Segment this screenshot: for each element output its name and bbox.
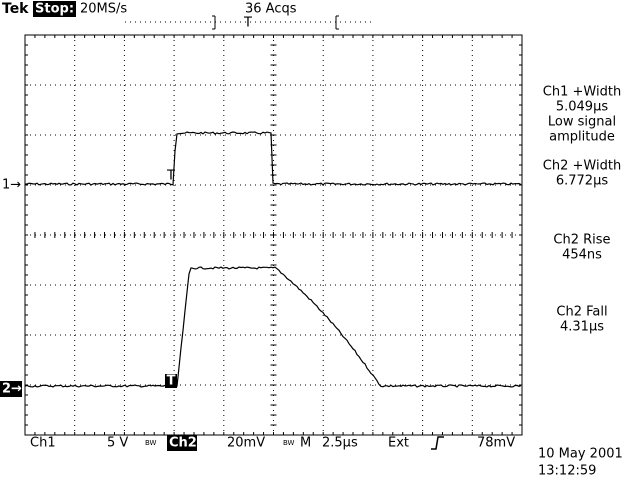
measurement-value: 6.772µs bbox=[556, 174, 608, 189]
ch1-bw: BW bbox=[145, 439, 157, 447]
time: 13:12:59 bbox=[538, 464, 596, 479]
measurement-label: Ch2 Rise bbox=[553, 233, 610, 248]
brand: Tek bbox=[2, 1, 29, 17]
grid bbox=[24, 34, 523, 436]
ch2-marker-box bbox=[0, 381, 22, 397]
measurement-label: Ch1 +Width bbox=[543, 85, 621, 100]
measurement-note: Low signal bbox=[548, 115, 616, 130]
ch2-label: Ch2 bbox=[169, 436, 197, 451]
ch2-marker: 2→ bbox=[2, 382, 22, 397]
state: Stop: bbox=[35, 2, 74, 17]
record-bracket bbox=[212, 15, 339, 30]
measurement-label: Ch2 +Width bbox=[543, 159, 621, 174]
state-box bbox=[33, 1, 76, 17]
timebase: 2.5µs bbox=[322, 436, 358, 451]
date: 10 May 2001 bbox=[538, 447, 623, 462]
ch1-scale: 5 V bbox=[107, 436, 128, 451]
ch2-bw: BW bbox=[283, 439, 295, 447]
measurement-label: Ch2 Fall bbox=[556, 305, 607, 320]
acquisitions: 36 Acqs bbox=[245, 2, 297, 17]
ch2-trigger-box bbox=[165, 374, 177, 388]
measurement-value: 4.31µs bbox=[560, 320, 604, 335]
sample-rate: 20MS/s bbox=[80, 2, 127, 17]
ch1-trigger-marker: T bbox=[166, 169, 175, 184]
timebase-label: M bbox=[300, 436, 311, 451]
measurement-value: 5.049µs bbox=[556, 100, 608, 115]
trigger-level: 78mV bbox=[477, 436, 515, 451]
trigger-slope bbox=[431, 436, 444, 450]
ch2-trigger-marker: T bbox=[167, 374, 176, 389]
trigger-position: T bbox=[243, 16, 252, 31]
measurement-note: amplitude bbox=[549, 130, 615, 145]
ch2-scale: 20mV bbox=[227, 436, 265, 451]
ch1-label: Ch1 bbox=[30, 436, 56, 451]
measurement-value: 454ns bbox=[562, 248, 602, 263]
ch2-label-box bbox=[167, 435, 197, 451]
ch2-trace bbox=[24, 266, 522, 388]
ch1-marker: 1→ bbox=[2, 178, 21, 193]
trigger-source: Ext bbox=[388, 436, 409, 451]
ch1-trace bbox=[24, 131, 522, 186]
